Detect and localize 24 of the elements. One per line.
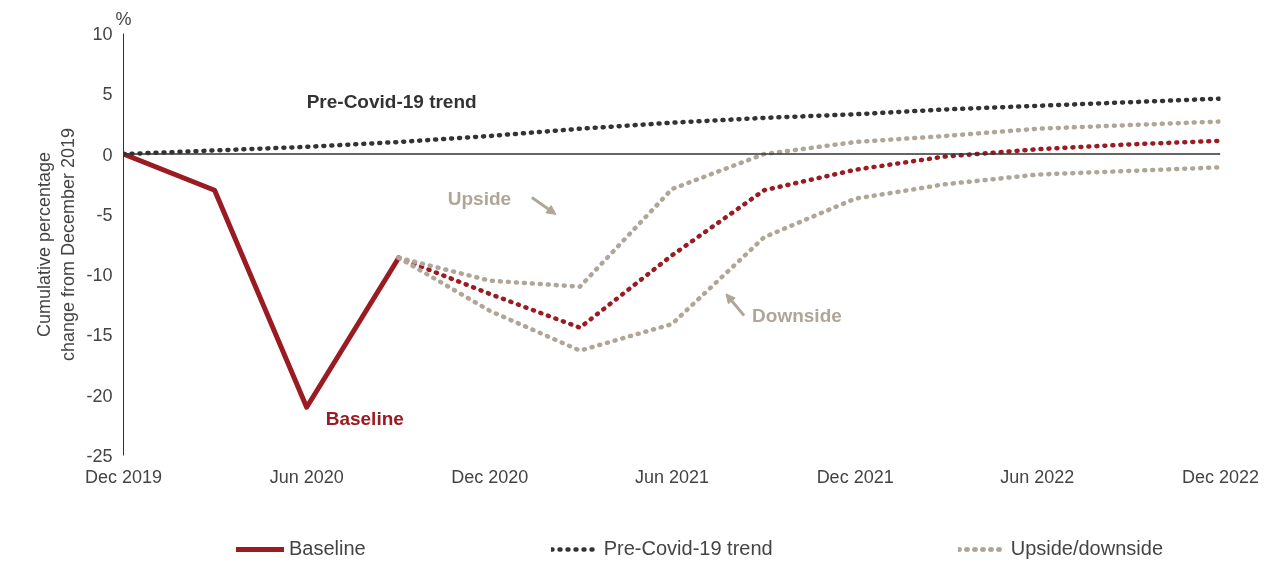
x-tick-label: Dec 2019 bbox=[84, 466, 163, 487]
x-tick-label: Dec 2020 bbox=[451, 466, 529, 487]
annotation: Pre-Covid-19 trend bbox=[306, 90, 477, 112]
legend-label: Upside/downside bbox=[1010, 537, 1164, 560]
y-tick-label: 5 bbox=[102, 84, 113, 105]
y-tick-label: -20 bbox=[86, 385, 113, 406]
y-tick-label: -25 bbox=[86, 446, 113, 466]
y-axis-title: Cumulative percentage change from December 2019 bbox=[34, 127, 79, 362]
y-tick-label: -10 bbox=[86, 265, 113, 286]
y-tick-label: -15 bbox=[86, 325, 113, 346]
x-tick-label: Jun 2022 bbox=[1000, 466, 1075, 487]
y-tick-label: -5 bbox=[96, 204, 113, 225]
y-tick-label: 10 bbox=[92, 24, 113, 44]
y-tick-label: 0 bbox=[102, 144, 113, 165]
legend-label: Pre-Covid-19 trend bbox=[603, 537, 773, 560]
annotation: Upside bbox=[447, 188, 512, 210]
x-tick-label: Jun 2021 bbox=[634, 466, 710, 487]
x-tick-label: Dec 2021 bbox=[816, 466, 894, 487]
legend-label: Baseline bbox=[289, 537, 366, 560]
x-tick-label: Dec 2022 bbox=[1181, 466, 1260, 487]
x-tick-label: Jun 2020 bbox=[269, 466, 344, 487]
text: % bbox=[115, 8, 132, 29]
annotation: Baseline bbox=[325, 407, 404, 429]
annotation: Downside bbox=[752, 305, 842, 327]
